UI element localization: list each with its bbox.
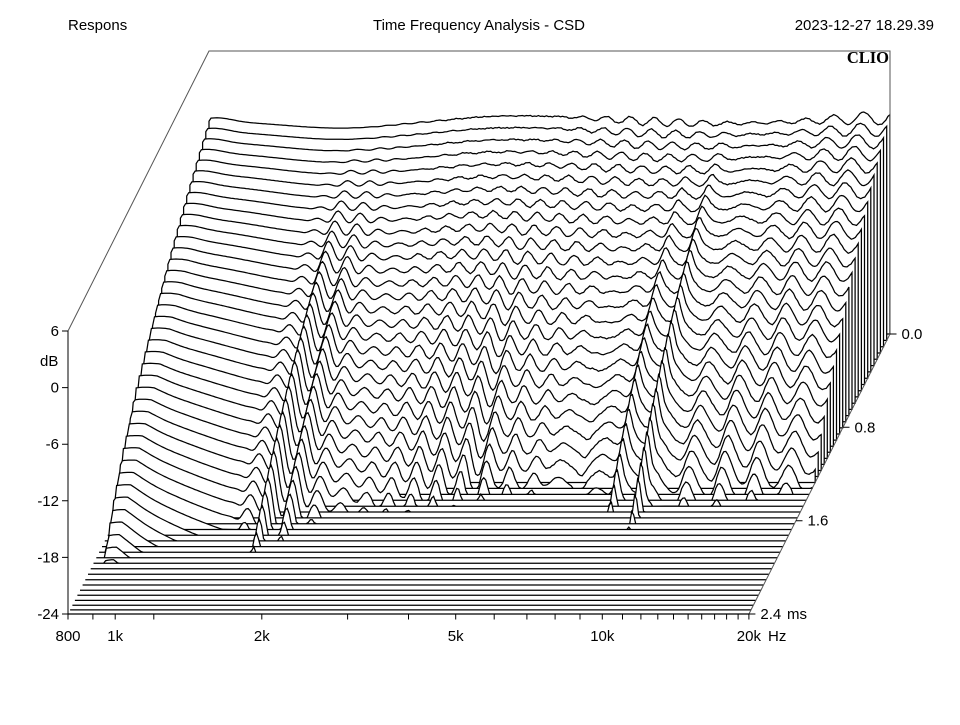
svg-text:10k: 10k (590, 628, 615, 645)
svg-text:Time Frequency Analysis - CSD: Time Frequency Analysis - CSD (373, 17, 585, 34)
svg-text:0.0: 0.0 (902, 326, 923, 343)
svg-text:0: 0 (51, 380, 59, 397)
svg-text:-6: -6 (46, 436, 59, 453)
svg-text:800: 800 (55, 628, 80, 645)
svg-text:1k: 1k (107, 628, 123, 645)
svg-text:Respons: Respons (68, 17, 127, 34)
svg-text:1.6: 1.6 (808, 513, 829, 530)
svg-text:6: 6 (51, 323, 59, 340)
svg-text:0.8: 0.8 (855, 419, 876, 436)
svg-text:-18: -18 (37, 549, 59, 566)
svg-text:5k: 5k (448, 628, 464, 645)
svg-text:Hz: Hz (768, 628, 786, 645)
svg-text:2k: 2k (254, 628, 270, 645)
svg-text:2023-12-27 18.29.39: 2023-12-27 18.29.39 (795, 17, 934, 34)
svg-text:CLIO: CLIO (847, 48, 889, 67)
svg-text:dB: dB (40, 353, 58, 370)
svg-text:ms: ms (787, 606, 807, 623)
svg-text:20k: 20k (737, 628, 762, 645)
svg-text:-12: -12 (37, 493, 59, 510)
svg-text:2.4: 2.4 (760, 606, 781, 623)
svg-text:-24: -24 (37, 606, 59, 623)
